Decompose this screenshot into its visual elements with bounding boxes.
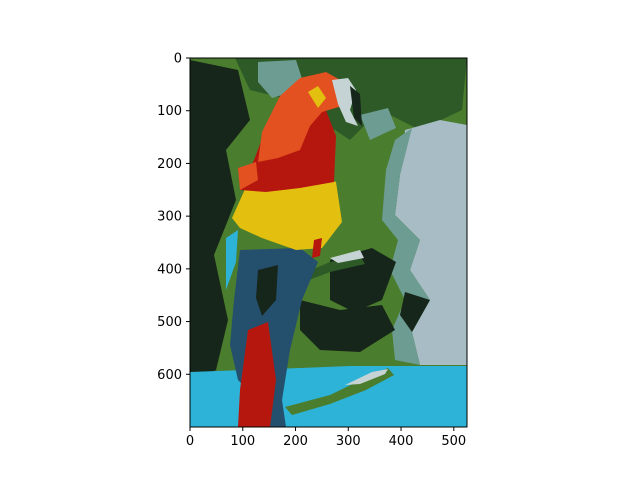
y-tick-label: 100 — [157, 104, 182, 119]
parrot-wing-sky — [226, 230, 238, 290]
y-axis: 0 100 200 300 400 500 600 — [157, 52, 190, 383]
y-tick-label: 500 — [157, 315, 182, 330]
y-tick-label: 0 — [174, 52, 182, 67]
parrot-image — [190, 58, 467, 427]
parrot-beak-dark — [350, 86, 362, 126]
foliage-sage-2 — [360, 108, 396, 140]
foliage-dark-lower — [300, 300, 395, 352]
x-tick-label: 400 — [389, 434, 414, 449]
image-axes — [190, 58, 467, 427]
parrot-eye-yellow — [308, 86, 326, 108]
x-tick-label: 300 — [336, 434, 361, 449]
x-tick-label: 0 — [186, 434, 194, 449]
axes-frame — [189, 57, 468, 428]
y-tick-label: 200 — [157, 157, 182, 172]
parrot-neck-orange — [238, 162, 258, 190]
y-tick-label: 300 — [157, 210, 182, 225]
x-tick-label: 500 — [441, 434, 466, 449]
x-tick-label: 200 — [283, 434, 308, 449]
parrot-tail-dark — [256, 265, 278, 316]
branch-mid-pale — [330, 250, 364, 263]
branch-highlight — [345, 369, 388, 385]
x-tick-label: 100 — [230, 434, 255, 449]
x-axis: 0 100 200 300 400 500 — [186, 427, 466, 449]
y-tick-label: 400 — [157, 262, 182, 277]
foliage-dark-left — [190, 60, 250, 380]
parrot-tail-red — [238, 322, 276, 427]
sky-pale — [395, 120, 467, 365]
foliage-dark-right — [400, 292, 430, 332]
y-tick-label: 600 — [157, 368, 182, 383]
parrot-leg-red — [312, 238, 322, 258]
